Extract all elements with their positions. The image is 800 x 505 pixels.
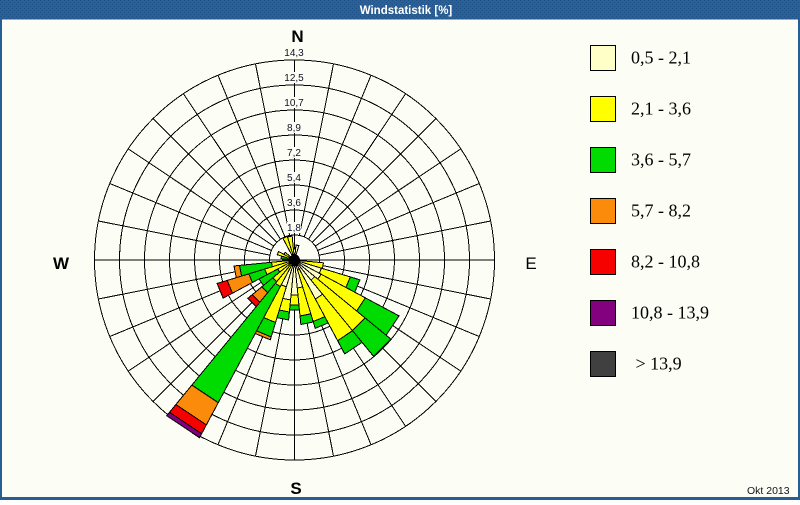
svg-text:12,5: 12,5	[284, 73, 304, 84]
svg-text:2,1 - 3,6: 2,1 - 3,6	[631, 99, 691, 119]
svg-text:Okt 2013: Okt 2013	[747, 485, 790, 497]
svg-text:5,4: 5,4	[287, 173, 301, 184]
svg-text:3,6 - 5,7: 3,6 - 5,7	[631, 150, 691, 170]
svg-text:10,7: 10,7	[284, 98, 304, 109]
svg-text:N: N	[291, 27, 303, 46]
svg-text:S: S	[290, 479, 301, 498]
svg-text:8,9: 8,9	[287, 123, 301, 134]
svg-text:8,2 - 10,8: 8,2 - 10,8	[631, 252, 700, 272]
svg-text:5,7 - 8,2: 5,7 - 8,2	[631, 201, 691, 221]
svg-text:7,2: 7,2	[287, 148, 301, 159]
svg-text:E: E	[525, 254, 536, 273]
svg-text:Windstatistik [%]: Windstatistik [%]	[360, 5, 453, 17]
svg-text:3,6: 3,6	[287, 198, 301, 209]
svg-text:1,8: 1,8	[287, 223, 301, 234]
svg-text:0,5 - 2,1: 0,5 - 2,1	[631, 48, 691, 68]
svg-text:10,8 - 13,9: 10,8 - 13,9	[631, 303, 709, 323]
svg-text:W: W	[53, 254, 70, 273]
svg-text:14,3: 14,3	[284, 48, 304, 59]
svg-text:> 13,9: > 13,9	[631, 354, 682, 374]
